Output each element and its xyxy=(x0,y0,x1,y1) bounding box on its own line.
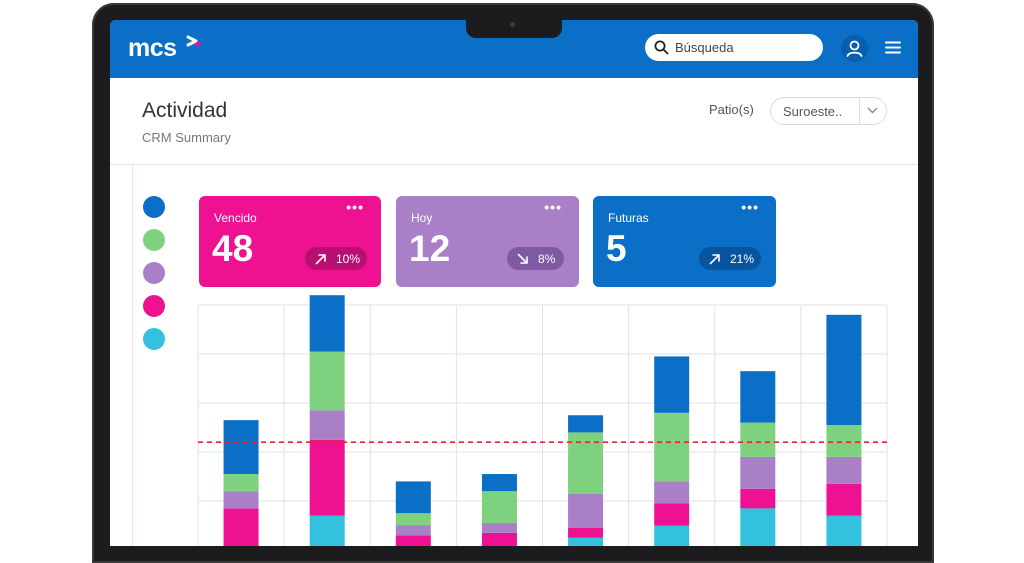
hamburger-menu-icon[interactable] xyxy=(885,41,901,54)
legend-dot-purple[interactable] xyxy=(143,262,165,284)
more-options-icon[interactable]: ••• xyxy=(741,199,759,215)
bar-segment xyxy=(654,412,690,482)
patio-select[interactable]: Suroeste.. xyxy=(770,97,887,125)
card-label: Hoy xyxy=(411,211,433,225)
trend-badge: 8% xyxy=(507,247,564,270)
bar-segment xyxy=(395,513,431,526)
bar-segment xyxy=(309,410,345,440)
bar-segment xyxy=(395,535,431,546)
bar-segment xyxy=(826,425,862,457)
laptop-notch xyxy=(466,20,562,38)
bar-segment xyxy=(309,295,345,352)
card-vencido[interactable]: Vencido 48 ••• 10% xyxy=(199,196,381,287)
trend-badge: 21% xyxy=(699,247,761,270)
bar-segment xyxy=(309,515,345,546)
user-account-button[interactable] xyxy=(841,35,868,62)
bar-segment xyxy=(740,488,776,509)
bar-segment xyxy=(740,456,776,489)
patio-filter-label: Patio(s) xyxy=(709,102,754,117)
select-divider xyxy=(859,98,860,124)
bar-segment xyxy=(395,481,431,514)
camera-icon xyxy=(510,22,515,27)
card-label: Futuras xyxy=(608,211,649,225)
logo[interactable]: mcs xyxy=(128,34,177,62)
bar-segment xyxy=(826,456,862,484)
arrow-up-right-icon xyxy=(315,254,326,265)
card-label: Vencido xyxy=(214,211,257,225)
bar-segment xyxy=(654,356,690,413)
card-futuras[interactable]: Futuras 5 ••• 21% xyxy=(593,196,776,287)
left-border xyxy=(132,165,133,546)
bar-segment xyxy=(826,314,862,426)
user-icon xyxy=(846,40,863,57)
bar-segment xyxy=(309,439,345,516)
search-box[interactable] xyxy=(645,34,823,61)
bar-segment xyxy=(481,532,517,546)
bar-segment xyxy=(223,474,259,492)
more-options-icon[interactable]: ••• xyxy=(346,199,364,215)
bar-segment xyxy=(223,508,259,546)
search-icon xyxy=(654,40,669,55)
bar-segment xyxy=(740,422,776,457)
bar-segment xyxy=(740,508,776,546)
arrow-up-right-icon xyxy=(709,254,720,265)
legend-dot-blue[interactable] xyxy=(143,196,165,218)
bar-segment xyxy=(826,483,862,516)
page-title: Actividad xyxy=(142,99,228,122)
bar-segment xyxy=(654,503,690,526)
card-value: 12 xyxy=(409,228,451,269)
page-subtitle: CRM Summary xyxy=(142,130,231,145)
activity-bar-chart xyxy=(197,295,888,546)
legend-dot-green[interactable] xyxy=(143,229,165,251)
trend-value: 10% xyxy=(336,252,361,266)
bar-segment xyxy=(395,525,431,536)
bar-segment xyxy=(309,351,345,411)
bar-segment xyxy=(223,491,259,509)
search-input[interactable] xyxy=(675,34,815,61)
bar-segment xyxy=(568,527,604,538)
bar-segment xyxy=(568,415,604,433)
more-options-icon[interactable]: ••• xyxy=(544,199,562,215)
bar-segment xyxy=(481,491,517,524)
arrow-down-right-icon xyxy=(517,253,528,264)
patio-select-value: Suroeste.. xyxy=(783,104,843,119)
bar-segment xyxy=(481,474,517,492)
logo-arrow-icon xyxy=(186,35,201,47)
bar-segment xyxy=(481,523,517,533)
trend-value: 21% xyxy=(730,252,755,266)
card-value: 5 xyxy=(606,228,627,269)
bar-segment xyxy=(568,537,604,546)
bar-segment xyxy=(568,493,604,528)
card-value: 48 xyxy=(212,228,254,269)
bar-segment xyxy=(223,420,259,475)
app-screen: mcs Actividad CRM Summary Patio(s) xyxy=(110,20,918,546)
card-hoy[interactable]: Hoy 12 ••• 8% xyxy=(396,196,579,287)
bar-segment xyxy=(654,525,690,546)
bar-segment xyxy=(654,481,690,504)
legend-dot-pink[interactable] xyxy=(143,295,165,317)
bar-segment xyxy=(826,515,862,546)
header-divider xyxy=(110,164,918,165)
chevron-down-icon[interactable] xyxy=(867,107,878,114)
bar-segment xyxy=(740,371,776,423)
trend-value: 8% xyxy=(538,252,556,266)
legend-dot-cyan[interactable] xyxy=(143,328,165,350)
trend-badge: 10% xyxy=(305,247,367,270)
